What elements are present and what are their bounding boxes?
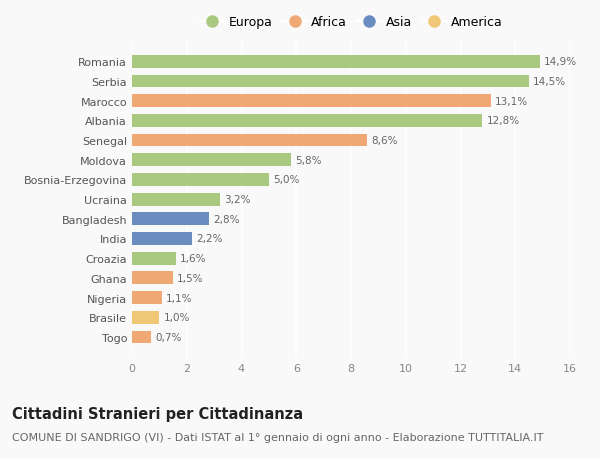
Bar xyxy=(132,213,209,226)
Text: 5,8%: 5,8% xyxy=(295,155,322,165)
Text: 12,8%: 12,8% xyxy=(487,116,520,126)
Bar xyxy=(132,233,192,246)
Text: 2,2%: 2,2% xyxy=(196,234,223,244)
Bar xyxy=(132,154,291,167)
Bar xyxy=(132,174,269,186)
Text: 14,5%: 14,5% xyxy=(533,77,566,87)
Text: 13,1%: 13,1% xyxy=(495,96,528,106)
Bar xyxy=(132,75,529,88)
Bar xyxy=(132,291,162,304)
Bar xyxy=(132,272,173,285)
Bar xyxy=(132,95,491,108)
Text: 1,5%: 1,5% xyxy=(177,273,203,283)
Text: 3,2%: 3,2% xyxy=(224,195,250,205)
Text: 1,0%: 1,0% xyxy=(163,313,190,323)
Text: 14,9%: 14,9% xyxy=(544,57,577,67)
Text: COMUNE DI SANDRIGO (VI) - Dati ISTAT al 1° gennaio di ogni anno - Elaborazione T: COMUNE DI SANDRIGO (VI) - Dati ISTAT al … xyxy=(12,432,544,442)
Bar xyxy=(132,311,160,324)
Text: Cittadini Stranieri per Cittadinanza: Cittadini Stranieri per Cittadinanza xyxy=(12,406,303,421)
Text: 2,8%: 2,8% xyxy=(213,214,239,224)
Text: 5,0%: 5,0% xyxy=(273,175,299,185)
Bar xyxy=(132,56,540,68)
Bar xyxy=(132,252,176,265)
Text: 1,1%: 1,1% xyxy=(166,293,193,303)
Bar xyxy=(132,115,482,128)
Bar xyxy=(132,193,220,206)
Legend: Europa, Africa, Asia, America: Europa, Africa, Asia, America xyxy=(200,16,502,29)
Text: 8,6%: 8,6% xyxy=(371,136,398,146)
Bar xyxy=(132,134,367,147)
Text: 1,6%: 1,6% xyxy=(180,254,206,263)
Text: 0,7%: 0,7% xyxy=(155,332,182,342)
Bar xyxy=(132,331,151,344)
